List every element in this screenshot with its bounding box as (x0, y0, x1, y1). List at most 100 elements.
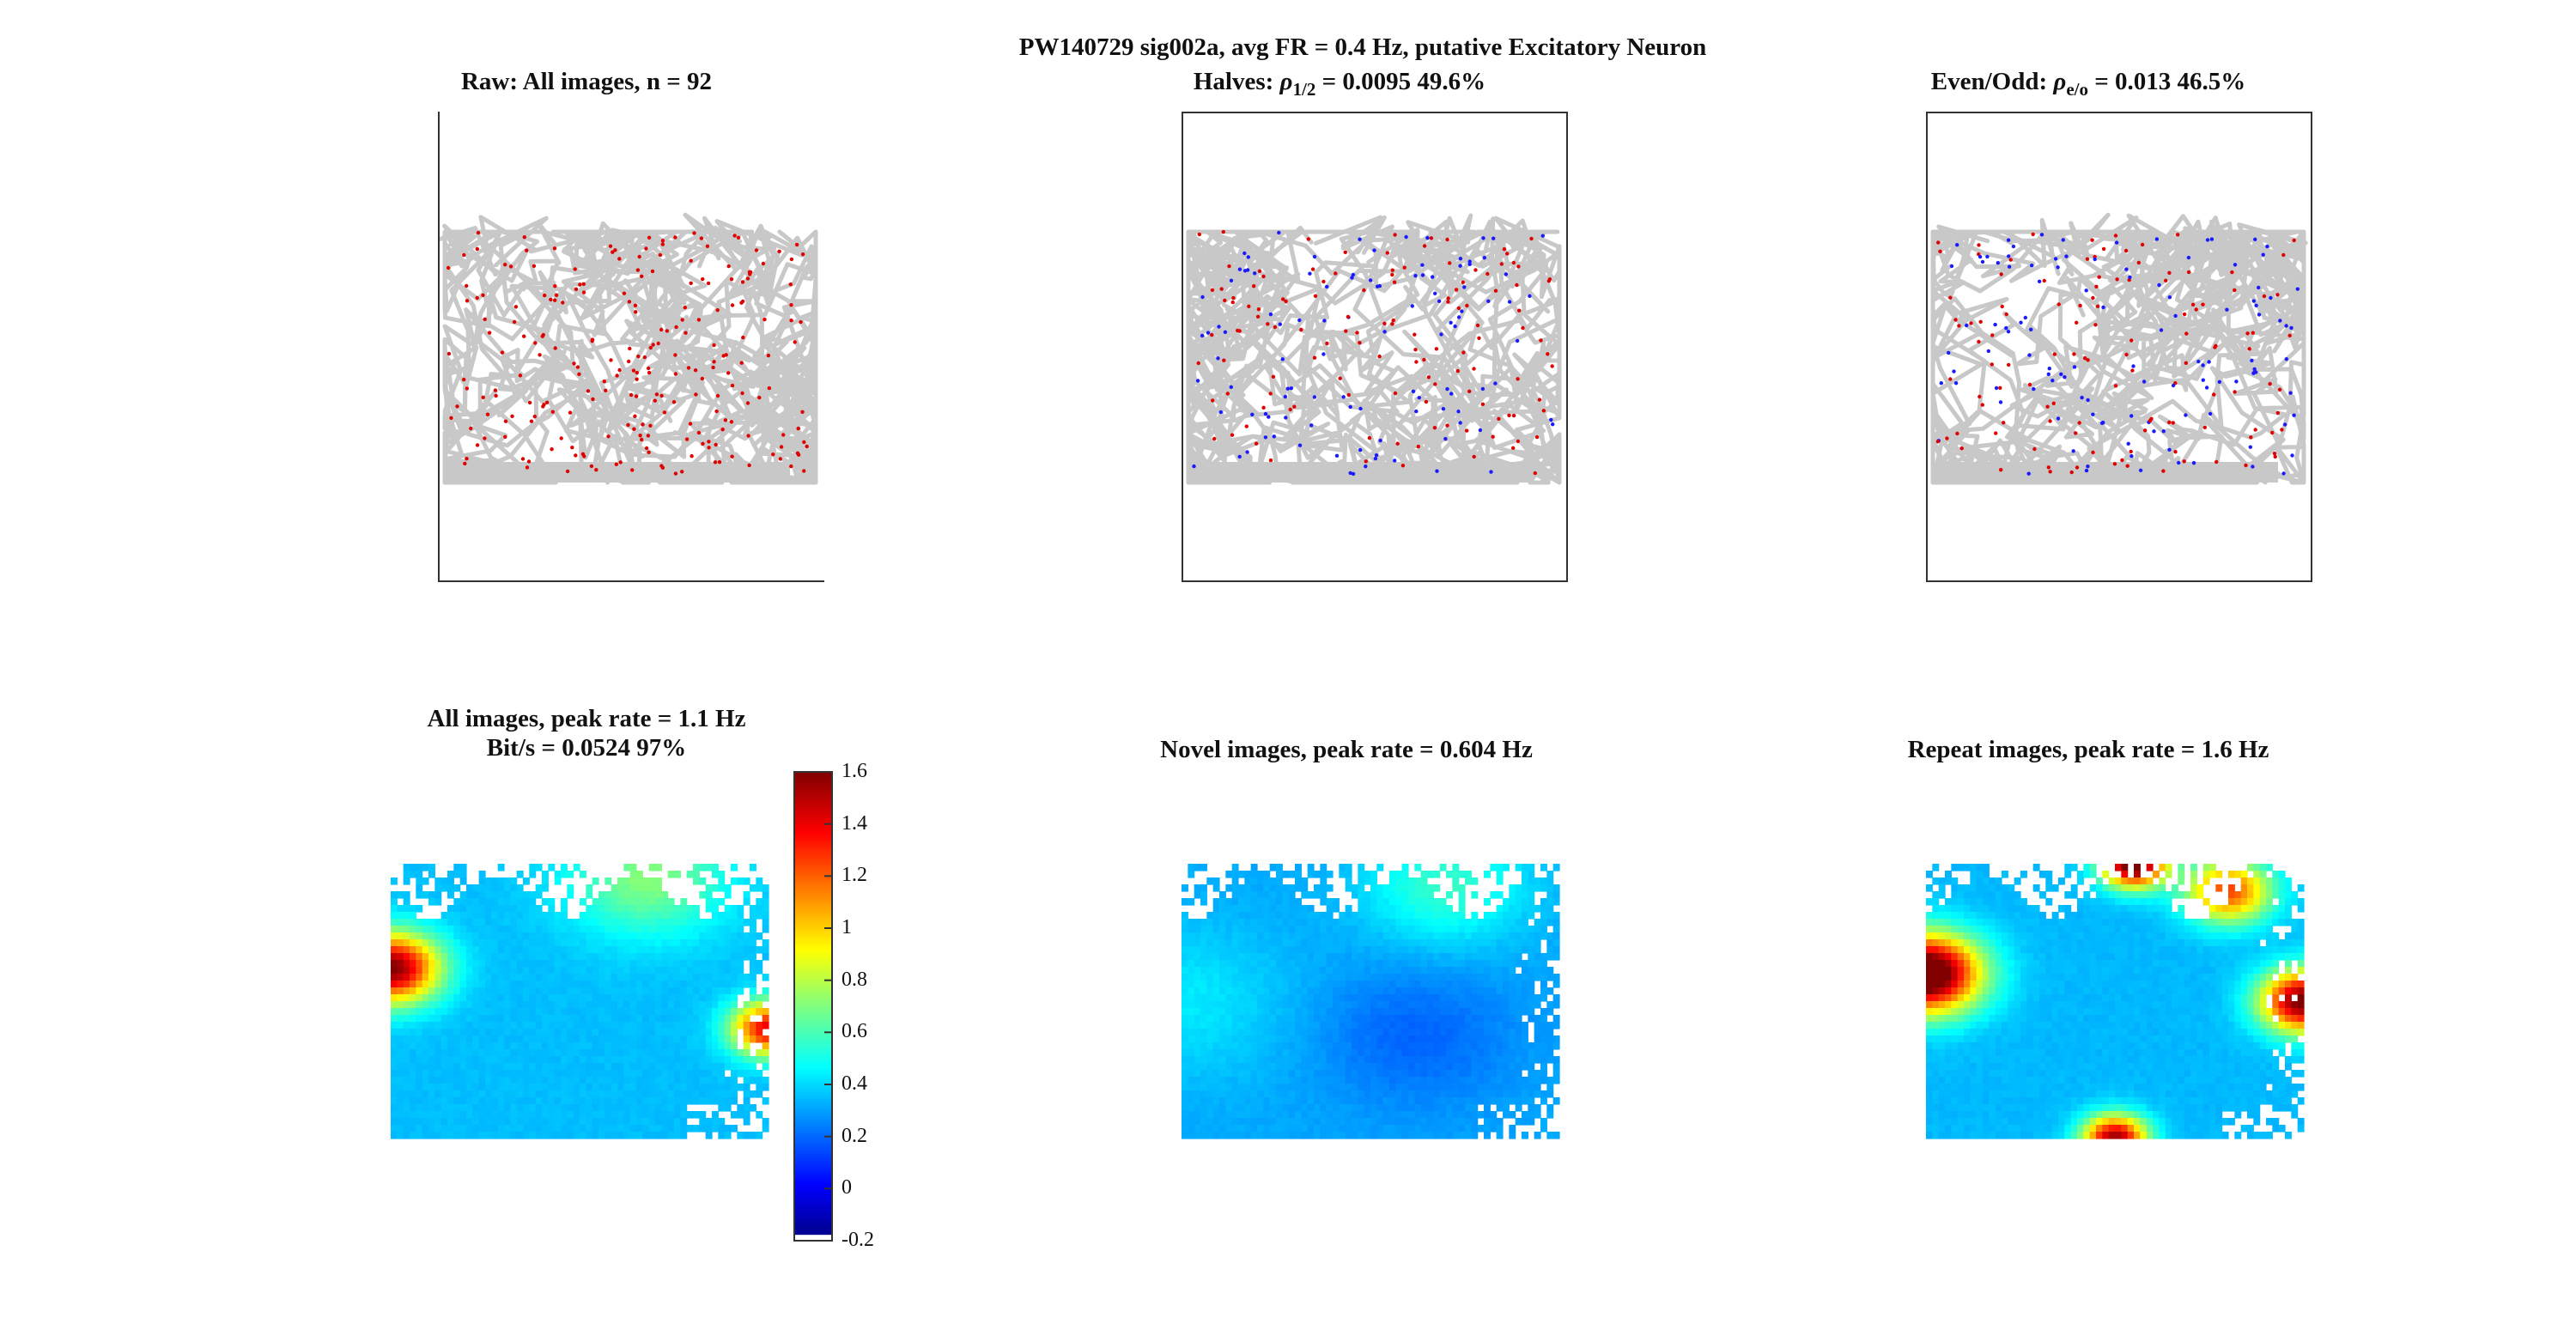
heatmap-cell (1182, 1049, 1188, 1057)
heatmap-cell (1534, 926, 1541, 933)
heatmap-cell (1295, 877, 1302, 885)
heatmap-cell (623, 1090, 631, 1098)
heatmap-cell (743, 1070, 750, 1078)
heatmap-cell (485, 987, 492, 995)
heatmap-cell (504, 877, 511, 885)
heatmap-cell (1320, 891, 1327, 899)
spike-point (730, 454, 734, 458)
heatmap-cell (1458, 1022, 1466, 1029)
heatmap-cell (1364, 877, 1371, 885)
heatmap-cell (1358, 1063, 1365, 1071)
heatmap-cell (1496, 1090, 1504, 1098)
heatmap-cell (1314, 1056, 1321, 1064)
heatmap-cell (1212, 1001, 1220, 1009)
heatmap-cell (1420, 1090, 1428, 1098)
heatmap-cell (661, 932, 669, 940)
heatmap-cell (1433, 974, 1441, 981)
heatmap-cell (648, 1035, 656, 1043)
heatmap-cell (718, 953, 726, 961)
spike-point (591, 397, 595, 402)
heatmap-cell (661, 912, 669, 920)
heatmap-cell (1446, 1125, 1453, 1133)
heatmap-cell (1276, 871, 1283, 878)
heatmap-cell (1370, 1022, 1377, 1029)
heatmap-cell (1295, 1104, 1302, 1112)
heatmap-cell (1345, 974, 1352, 981)
heatmap-cell (655, 919, 662, 926)
heatmap-cell (1182, 1063, 1188, 1071)
heatmap-cell (617, 1104, 624, 1112)
heatmap-cell (1420, 1063, 1428, 1071)
heatmap-cell (535, 1015, 543, 1023)
heatmap-cell (1206, 1070, 1214, 1078)
heatmap-cell (1257, 981, 1264, 988)
heatmap-cell (731, 960, 738, 968)
heatmap-cell (617, 1077, 624, 1084)
heatmap-cell (567, 1104, 574, 1112)
heatmap-cell (466, 1090, 473, 1098)
heatmap-cell (440, 939, 448, 947)
heatmap-cell (712, 1035, 719, 1043)
heatmap-cell (605, 1035, 612, 1043)
spike-point (1999, 468, 2003, 472)
heatmap-cell (1307, 932, 1315, 940)
heatmap-cell (737, 1111, 744, 1119)
heatmap-cell (1250, 960, 1258, 968)
heatmap-cell (1534, 1029, 1541, 1036)
heatmap-cell (1231, 981, 1239, 988)
heatmap-cell (1522, 1084, 1528, 1091)
heatmap-cell (655, 1125, 662, 1133)
heatmap-cell (1194, 1070, 1201, 1078)
heatmap-cell (416, 884, 423, 892)
heatmap-cell (611, 919, 618, 926)
heatmap-cell (1395, 946, 1403, 954)
heatmap-cell (1446, 1008, 1453, 1016)
heatmap-cell (1238, 974, 1245, 981)
heatmap-cell (422, 1008, 429, 1016)
spike-point (629, 392, 634, 398)
heatmap-cell (447, 926, 454, 933)
heatmap-cell (592, 1111, 599, 1119)
spike-point (2186, 270, 2191, 275)
heatmap-cell (1352, 939, 1358, 947)
heatmap-cell (1408, 1104, 1415, 1112)
heatmap-cell (1452, 1008, 1460, 1016)
spike-point (2131, 364, 2136, 368)
heatmap-cell (756, 1029, 763, 1036)
heatmap-cell (440, 932, 448, 940)
heatmap-cell (542, 1001, 549, 1009)
heatmap-cell (1182, 1001, 1188, 1009)
heatmap-cell (1263, 1097, 1271, 1105)
heatmap-cell (440, 946, 448, 954)
heatmap-cell (1389, 1090, 1396, 1098)
heatmap-cell (523, 932, 530, 940)
spike-point (618, 460, 623, 465)
spike-point (1947, 350, 1951, 355)
heatmap-cell (472, 960, 480, 968)
heatmap-cell (750, 987, 756, 995)
spike-point (2213, 345, 2217, 349)
heatmap-cell (1200, 1042, 1207, 1050)
spike-point (2182, 459, 2186, 464)
heatmap-cell (1307, 871, 1315, 878)
heatmap-cell (497, 926, 505, 933)
heatmap-cell (1376, 1029, 1384, 1036)
heatmap-cell (1389, 1035, 1396, 1043)
heatmap-cell (1225, 1001, 1233, 1009)
heatmap-cell (611, 939, 618, 947)
heatmap-cell (580, 1084, 586, 1091)
heatmap-cell (724, 1104, 732, 1112)
heatmap-cell (1250, 884, 1258, 892)
heatmap-cell (642, 1049, 650, 1057)
heatmap-cell (1314, 1022, 1321, 1029)
heatmap-cell (1389, 1111, 1396, 1119)
heatmap-cell (1263, 1008, 1271, 1016)
heatmap-cell (642, 1118, 650, 1126)
heatmap-cell (731, 1029, 738, 1036)
heatmap-cell (1370, 1125, 1377, 1133)
spike-point (2288, 391, 2293, 395)
heatmap-cell (548, 1132, 556, 1139)
heatmap-cell (459, 1029, 467, 1036)
heatmap-cell (1420, 1125, 1428, 1133)
heatmap-cell (1471, 912, 1479, 920)
